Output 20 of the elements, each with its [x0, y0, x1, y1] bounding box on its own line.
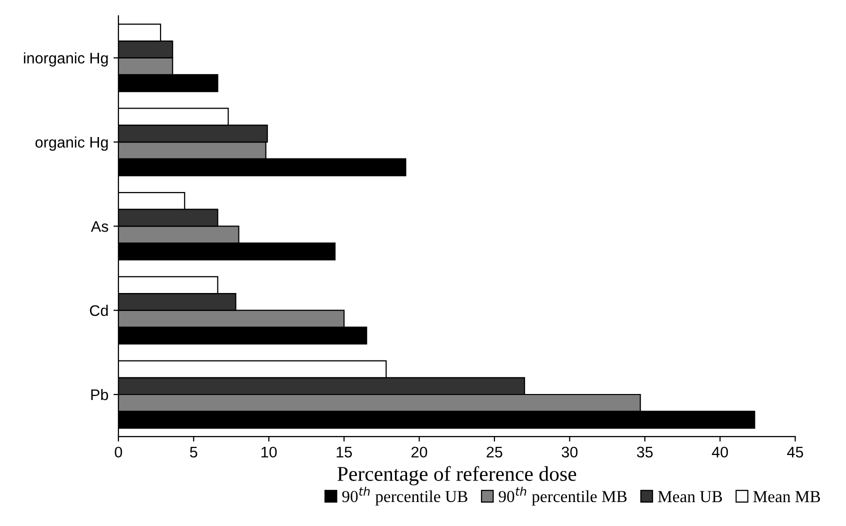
y-tick-label: organic Hg	[35, 136, 108, 151]
x-tick-label: 40	[712, 446, 728, 458]
x-tick-label: 15	[336, 446, 352, 458]
x-axis-title: Percentage of reference dose	[337, 466, 576, 486]
legend-label: 90$^{th}$ percentile MB	[498, 486, 627, 506]
legend-label: Mean MB	[753, 491, 820, 502]
legend-label: 90$^{th}$ percentile UB	[342, 486, 468, 506]
y-tick-label: inorganic Hg	[24, 52, 108, 67]
y-tick-label: Cd	[90, 304, 108, 316]
x-tick-label: 35	[636, 446, 653, 458]
x-tick-label: 10	[262, 446, 277, 458]
legend-label: Mean UB	[658, 491, 722, 502]
x-tick-label: 25	[486, 446, 502, 458]
x-tick-label: 5	[190, 446, 198, 458]
y-tick-label: As	[90, 221, 108, 232]
x-tick-label: 0	[114, 446, 122, 458]
x-tick-label: 45	[787, 446, 804, 458]
y-tick-label: Pb	[91, 388, 108, 400]
x-tick-label: 30	[562, 446, 578, 458]
x-tick-label: 20	[412, 446, 428, 458]
